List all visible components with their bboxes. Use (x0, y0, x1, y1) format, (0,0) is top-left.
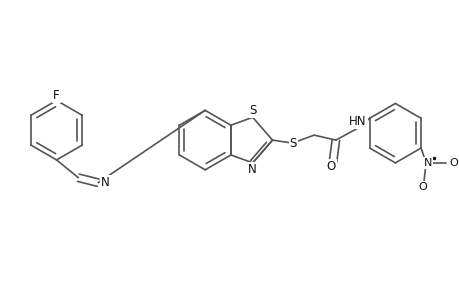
Text: O: O (325, 160, 335, 173)
Text: O: O (418, 182, 426, 192)
Text: S: S (248, 104, 256, 117)
Text: F: F (53, 89, 60, 102)
Text: N: N (423, 158, 431, 168)
Text: O: O (448, 158, 457, 168)
Text: HN: HN (348, 115, 366, 128)
Text: N: N (101, 176, 110, 189)
Text: S: S (289, 136, 297, 150)
Text: N: N (248, 163, 257, 176)
